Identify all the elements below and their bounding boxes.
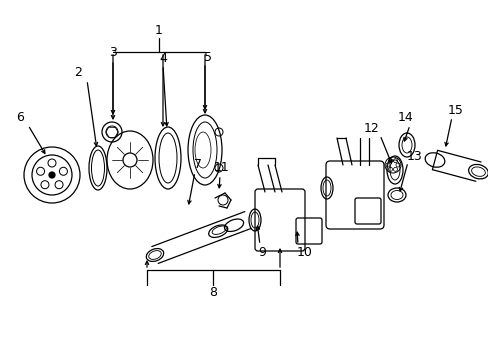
Text: 5: 5 (203, 50, 212, 63)
Text: 12: 12 (364, 122, 379, 135)
Text: 4: 4 (159, 51, 166, 64)
Text: 1: 1 (155, 23, 163, 36)
Text: 2: 2 (74, 66, 82, 78)
Text: 3: 3 (109, 45, 117, 59)
Text: 7: 7 (194, 158, 202, 171)
Circle shape (49, 172, 55, 178)
Text: 15: 15 (447, 104, 463, 117)
Text: 14: 14 (397, 111, 413, 123)
Text: 13: 13 (407, 149, 422, 162)
Text: 10: 10 (296, 247, 312, 260)
Text: 11: 11 (214, 161, 229, 174)
Text: 8: 8 (208, 285, 217, 298)
Text: 6: 6 (16, 111, 24, 123)
Text: 9: 9 (258, 247, 265, 260)
